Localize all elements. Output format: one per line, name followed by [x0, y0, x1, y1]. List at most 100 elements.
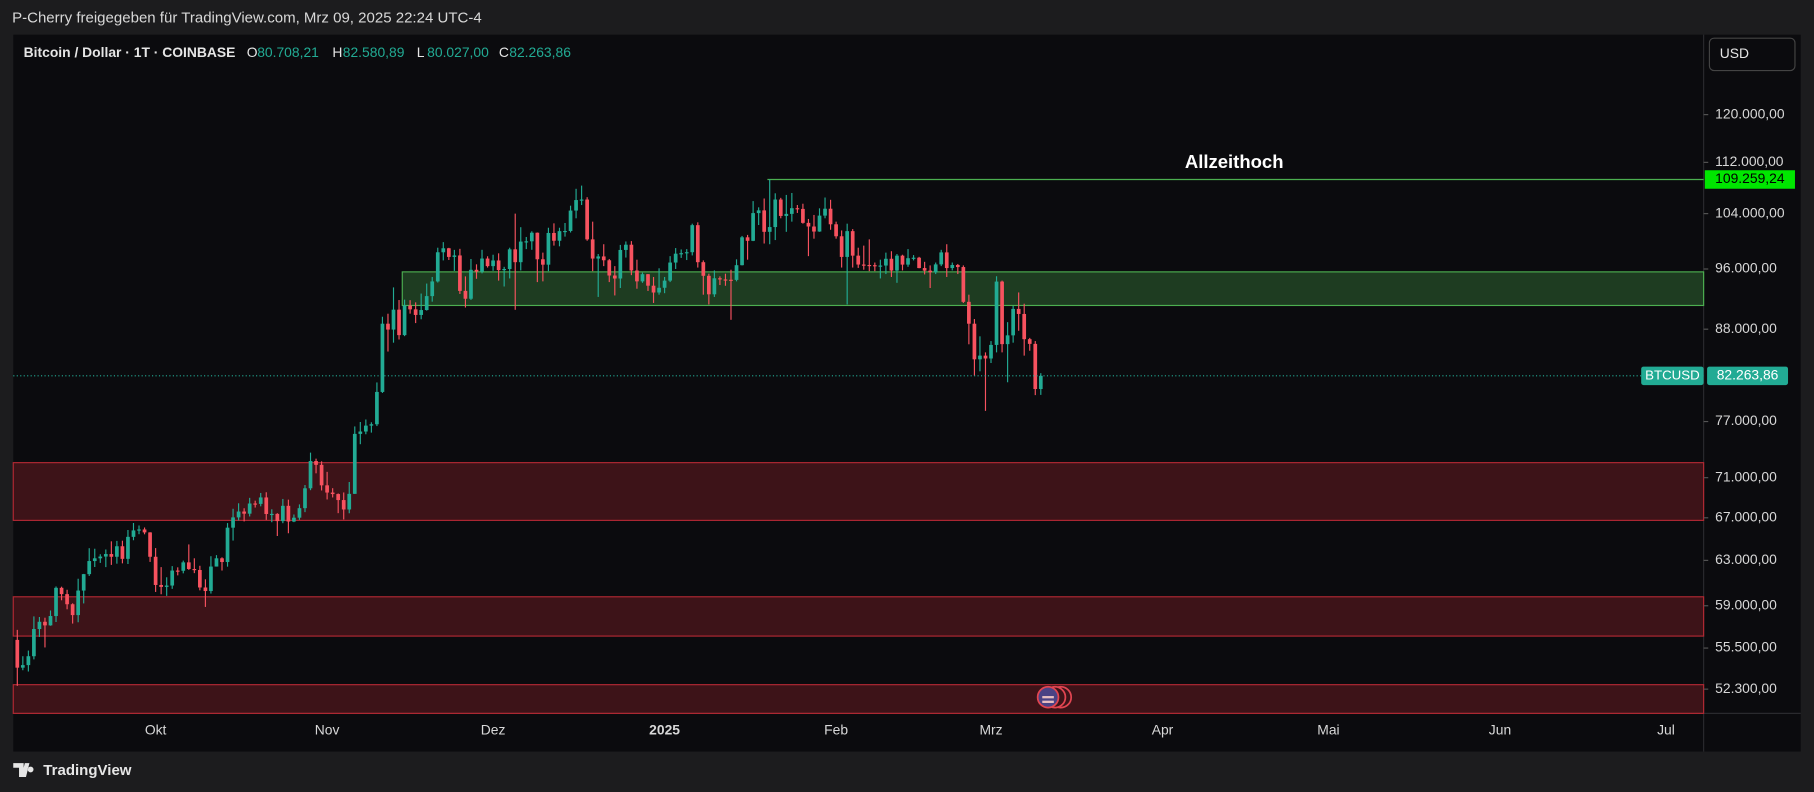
- candle-body: [303, 488, 307, 509]
- candle-body: [175, 570, 180, 572]
- candle-body: [192, 569, 197, 571]
- candle-body: [87, 561, 92, 575]
- candle-body: [939, 252, 944, 265]
- x-tick-label: Nov: [315, 721, 340, 737]
- y-tick-label: 88.000,00: [1715, 320, 1777, 336]
- x-tick-label: Apr: [1152, 721, 1174, 737]
- candle-body: [507, 249, 512, 269]
- candle-body: [452, 255, 457, 257]
- currency-button[interactable]: [1708, 37, 1796, 72]
- ohlc-value: 80.027,00: [427, 44, 489, 60]
- candle-body: [651, 285, 656, 293]
- candle-body: [917, 257, 921, 269]
- candle-body: [441, 248, 446, 253]
- candle-body: [679, 253, 684, 255]
- candle-body: [269, 513, 274, 516]
- x-tick-label: Dez: [481, 721, 506, 737]
- brand-logo: [13, 763, 34, 777]
- last-price-label: 82.263,86: [1717, 366, 1779, 382]
- candle-body: [225, 527, 230, 563]
- candle-body: [446, 248, 451, 257]
- candle-body: [26, 656, 31, 666]
- candle-body: [712, 278, 717, 295]
- candle-body: [740, 237, 744, 266]
- candle-body: [424, 296, 429, 311]
- y-tick-label: 71.000,00: [1715, 468, 1777, 484]
- candle-body: [258, 497, 263, 504]
- symbol-tag-box: [1641, 366, 1704, 386]
- candle-body: [812, 226, 816, 232]
- candle-body: [629, 244, 634, 271]
- candle-body: [391, 309, 396, 330]
- candle-body: [524, 241, 529, 243]
- ohlc-value: 82.580,89: [343, 44, 405, 60]
- candle-body: [756, 210, 761, 214]
- candle-body: [839, 236, 844, 257]
- currency-label[interactable]: USD: [1720, 45, 1749, 61]
- candle-body: [601, 256, 606, 261]
- candle-body: [701, 262, 706, 276]
- candle-body: [76, 590, 81, 616]
- candle-body: [668, 262, 672, 281]
- zones: [12, 271, 1705, 714]
- x-tick-label: Mrz: [979, 721, 1002, 737]
- candle-body: [778, 199, 783, 216]
- candle-body: [1000, 281, 1004, 345]
- candle-body: [906, 258, 910, 265]
- candle-body: [480, 258, 484, 272]
- candle-body: [281, 505, 285, 522]
- candle-body: [795, 208, 800, 210]
- candle-body: [684, 252, 689, 254]
- candle-body: [867, 264, 872, 267]
- candle-body: [186, 562, 191, 570]
- candle-body: [828, 208, 833, 225]
- candle-body: [159, 584, 163, 587]
- candle-body: [164, 585, 169, 587]
- candle-body: [535, 232, 540, 260]
- last-price-box: [1707, 366, 1789, 386]
- candle-body: [170, 570, 175, 586]
- candle-body: [574, 200, 578, 211]
- candle-body: [723, 279, 728, 281]
- symbol-title: Bitcoin / Dollar · 1T · COINBASE: [24, 44, 236, 60]
- candle-body: [181, 562, 186, 571]
- candle-body: [292, 517, 296, 522]
- candle-body: [773, 199, 778, 228]
- candle-body: [673, 253, 678, 263]
- events-icon[interactable]: [1036, 685, 1073, 709]
- candle-body: [729, 279, 733, 281]
- candle-body: [275, 513, 280, 522]
- candle-body: [872, 265, 877, 267]
- candle-body: [944, 252, 949, 269]
- candle-body: [65, 594, 69, 605]
- candle-body: [37, 621, 42, 630]
- candle-body: [496, 260, 501, 271]
- zone: [12, 596, 1705, 637]
- candle-body: [618, 249, 623, 279]
- candle-body: [220, 558, 224, 563]
- candle-body: [784, 213, 789, 216]
- candle-body: [596, 256, 601, 259]
- candle-body: [81, 574, 86, 591]
- candle-body: [369, 424, 374, 426]
- y-tick-label: 112.000,00: [1715, 153, 1784, 169]
- candle-body: [430, 281, 435, 297]
- candle-body: [718, 278, 722, 280]
- candle-body: [435, 252, 440, 282]
- candles: [15, 179, 1043, 686]
- candle-body: [131, 530, 136, 537]
- ohlc-value: 80.708,21: [257, 44, 319, 60]
- y-tick-label: 63.000,00: [1715, 551, 1777, 567]
- chart-panel: [13, 34, 1801, 752]
- candle-body: [518, 241, 523, 263]
- candle-body: [767, 227, 772, 232]
- candle-body: [955, 264, 960, 268]
- candle-body: [806, 222, 811, 227]
- candle-body: [319, 464, 324, 486]
- candle-body: [463, 290, 468, 299]
- candle-body: [922, 268, 927, 271]
- x-tick-label: Jun: [1489, 721, 1511, 737]
- candle-body: [286, 505, 291, 522]
- candle-body: [48, 616, 53, 626]
